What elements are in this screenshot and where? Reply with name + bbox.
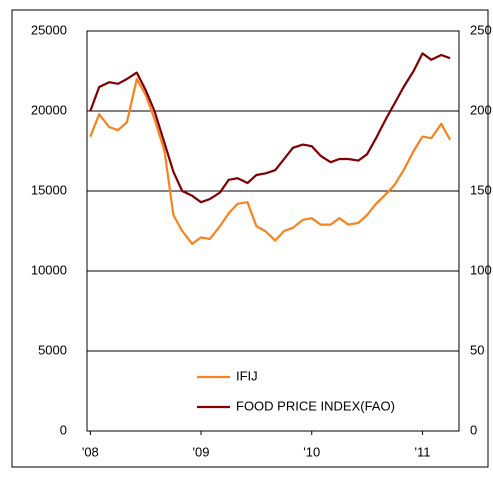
x-tick-label: '11 bbox=[414, 444, 430, 459]
x-tick-label: '09 bbox=[193, 444, 210, 459]
y2-tick-label: 150 bbox=[470, 182, 492, 197]
y2-tick-label: 100 bbox=[470, 262, 492, 277]
y2-tick-label: 50 bbox=[470, 342, 484, 357]
series-line bbox=[89, 77, 452, 245]
y-tick-label: 0 bbox=[60, 422, 67, 437]
y-tick-label: 20000 bbox=[31, 102, 67, 117]
y2-tick-label: 200 bbox=[470, 102, 492, 117]
legend-label: IFIJ bbox=[236, 368, 258, 383]
y2-tick-label: 0 bbox=[470, 422, 477, 437]
series-line bbox=[89, 52, 451, 204]
y-tick-label: 5000 bbox=[38, 342, 67, 357]
x-tick-label: '10 bbox=[303, 444, 320, 459]
x-tick-label: '08 bbox=[82, 444, 99, 459]
y-tick-label: 15000 bbox=[31, 182, 67, 197]
chart-border bbox=[11, 9, 489, 468]
y-tick-label: 25000 bbox=[31, 22, 67, 37]
y-tick-label: 10000 bbox=[31, 262, 67, 277]
legend-label: FOOD PRICE INDEX(FAO) bbox=[236, 398, 395, 413]
y2-tick-label: 250 bbox=[470, 22, 492, 37]
